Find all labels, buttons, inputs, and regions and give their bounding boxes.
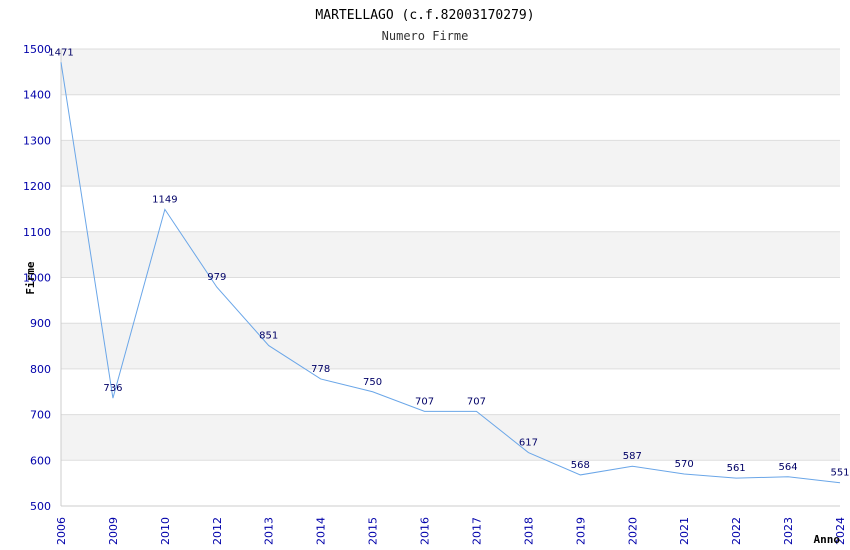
data-label: 1471 [48, 47, 73, 58]
x-tick-label: 2016 [419, 517, 432, 545]
y-tick-label: 500 [30, 500, 51, 513]
x-tick-label: 2024 [834, 517, 847, 545]
y-tick-label: 600 [30, 454, 51, 467]
x-tick-label: 2018 [522, 517, 535, 545]
series-line [60, 62, 841, 484]
y-tick-label: 1000 [23, 272, 51, 285]
x-tick-label: 2006 [55, 517, 68, 545]
background-band [61, 414, 840, 461]
data-label: 570 [675, 459, 694, 470]
x-tick-label: 2015 [367, 517, 380, 545]
data-label: 979 [207, 272, 226, 283]
chart-subtitle: Numero Firme [382, 29, 469, 43]
data-label: 561 [727, 463, 746, 474]
data-labels: 1471 736 1149 979 851 778 750 707 707 617 568 587 57… [48, 47, 849, 478]
y-tick-label: 1400 [23, 89, 51, 102]
x-tick-label: 2021 [678, 517, 691, 545]
y-tick-label: 700 [30, 409, 51, 422]
data-label: 617 [519, 438, 538, 449]
x-tick-label: 2022 [730, 517, 743, 545]
x-tick-label: 2014 [315, 517, 328, 545]
data-label: 778 [311, 364, 330, 375]
x-tick-labels: 2006 2009 2010 2012 2013 2014 2015 2016 2017 2018… [55, 517, 847, 545]
data-label: 851 [259, 331, 278, 342]
x-tick-label: 2013 [263, 517, 276, 545]
x-tick-label: 2010 [159, 517, 172, 545]
data-label: 736 [103, 383, 122, 394]
x-tick-label: 2020 [626, 517, 639, 545]
y-tick-label: 1200 [23, 180, 51, 193]
data-label: 750 [363, 377, 382, 388]
data-label: 707 [467, 396, 486, 407]
x-tick-label: 2017 [470, 517, 483, 545]
data-label: 568 [571, 460, 590, 471]
background-band [61, 231, 840, 278]
background-band [61, 49, 840, 95]
chart-title: MARTELLAGO (c.f.82003170279) [315, 8, 534, 23]
y-axis-label: Firme [24, 261, 37, 294]
x-tick-label: 2023 [782, 517, 795, 545]
y-tick-labels: 500 600 700 800 900 1000 1100 1200 1300 1400 1500 [23, 43, 51, 513]
x-tick-label: 2019 [574, 517, 587, 545]
y-tick-label: 800 [30, 363, 51, 376]
background-band [61, 323, 840, 369]
data-label: 551 [830, 468, 849, 479]
y-tick-label: 1500 [23, 43, 51, 56]
x-tick-label: 2012 [211, 517, 224, 545]
data-label: 564 [779, 462, 798, 473]
y-tick-label: 1300 [23, 134, 51, 147]
gridlines [61, 48, 840, 507]
data-label: 587 [623, 451, 642, 462]
y-tick-label: 1100 [23, 226, 51, 239]
background-bands [61, 49, 840, 461]
x-axis-label: Anno [814, 533, 841, 546]
data-label: 1149 [152, 194, 177, 205]
data-label: 707 [415, 396, 434, 407]
y-tick-label: 900 [30, 317, 51, 330]
background-band [61, 140, 840, 187]
x-tick-label: 2009 [107, 517, 120, 545]
